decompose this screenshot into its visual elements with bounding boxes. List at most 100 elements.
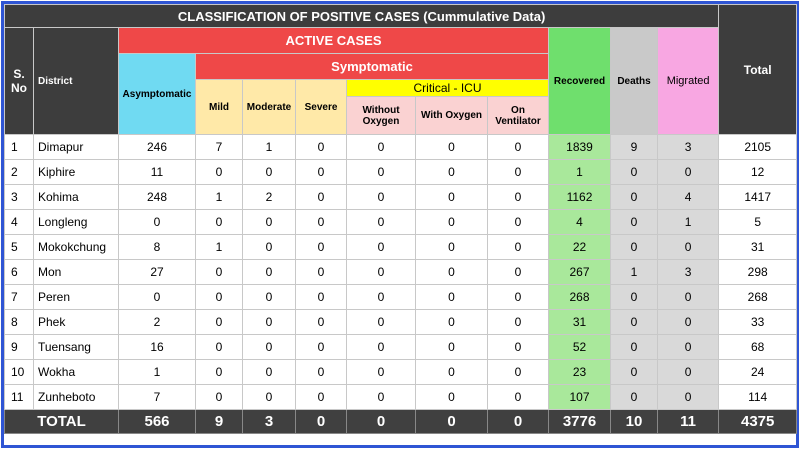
header: Total [718,4,798,135]
cell: 0 [295,259,347,285]
cell: 0 [610,334,658,360]
cell: 0 [242,234,296,260]
cell: 0 [415,334,488,360]
cell: 0 [610,159,658,185]
cell: 9 [4,334,34,360]
cell: 0 [295,284,347,310]
cell: 0 [487,309,549,335]
row: 3 Kohima 248 1 2 0 0 0 0 1162 0 4 1417 [4,184,798,210]
cell: 3 [656,134,720,160]
cell: 0 [656,384,720,410]
cell: Wokha [33,359,119,385]
cell: 2 [118,309,196,335]
cell: 0 [242,384,296,410]
cell: 0 [487,134,549,160]
total-row: TOTAL 566 9 3 0 0 0 0 3776 10 11 4375 [4,409,798,434]
cell: 0 [415,284,488,310]
cell: 16 [118,334,196,360]
cell: 0 [656,359,720,385]
cell: 0 [195,309,243,335]
cell: Tuensang [33,334,119,360]
row: 6 Mon 27 0 0 0 0 0 0 267 1 3 298 [4,259,798,285]
cell: 22 [548,234,611,260]
cell: 114 [718,384,798,410]
cell: 1417 [718,184,798,210]
cell: 0 [118,209,196,235]
cell: 246 [118,134,196,160]
cell: 0 [242,209,296,235]
cell: 248 [118,184,196,210]
header: District [33,27,119,135]
cell: Longleng [33,209,119,235]
cell: 0 [295,309,347,335]
cell: 0 [487,359,549,385]
cell: 1 [195,184,243,210]
cell: 0 [610,209,658,235]
cell: 0 [487,334,549,360]
header: Without Oxygen [346,96,416,135]
header: Mild [195,79,243,135]
cell: 31 [548,309,611,335]
total-cell: 0 [295,409,347,434]
header: With Oxygen [415,96,488,135]
cell: Kohima [33,184,119,210]
cell: 31 [718,234,798,260]
cell: 0 [487,209,549,235]
cell: 0 [346,384,416,410]
cell: 1 [656,209,720,235]
cell: 0 [242,284,296,310]
cell: 0 [487,234,549,260]
cell: 0 [295,159,347,185]
cell: 2 [242,184,296,210]
cell: 1162 [548,184,611,210]
cell: 107 [548,384,611,410]
cell: 0 [610,384,658,410]
cell: 0 [610,284,658,310]
cell: 1 [610,259,658,285]
cell: 0 [415,159,488,185]
row: 5 Mokokchung 8 1 0 0 0 0 0 22 0 0 31 [4,234,798,260]
cell: 0 [346,159,416,185]
cell: 0 [346,359,416,385]
cell: 0 [295,334,347,360]
cell: 24 [718,359,798,385]
cell: 0 [656,159,720,185]
total-cell: 11 [656,409,720,434]
cell: 12 [718,159,798,185]
cell: 1 [4,134,34,160]
header: Migrated [656,27,720,135]
cell: 0 [242,334,296,360]
cell: 0 [487,284,549,310]
header: Deaths [610,27,658,135]
cell: 23 [548,359,611,385]
cell: 0 [610,184,658,210]
cell: 0 [195,334,243,360]
cell: 0 [295,234,347,260]
total-cell: 0 [346,409,416,434]
cell: 7 [4,284,34,310]
cell: 6 [4,259,34,285]
cell: 11 [4,384,34,410]
header: Severe [295,79,347,135]
cell: 0 [346,284,416,310]
cell: 1 [548,159,611,185]
header: S. No [4,27,34,135]
cell: 0 [415,309,488,335]
total-cell: 4375 [718,409,798,434]
cell: 0 [295,184,347,210]
total-cell: 3776 [548,409,611,434]
row: 7 Peren 0 0 0 0 0 0 0 268 0 0 268 [4,284,798,310]
cell: 0 [415,234,488,260]
cell: 3 [656,259,720,285]
cell: 0 [195,159,243,185]
cell: 33 [718,309,798,335]
total-cell: 0 [415,409,488,434]
cell: 0 [415,359,488,385]
cell: 0 [242,309,296,335]
header: On Ventilator [487,96,549,135]
cell: 0 [656,309,720,335]
cell: 0 [242,159,296,185]
cell: 0 [415,209,488,235]
cell: 0 [487,259,549,285]
total-cell: 3 [242,409,296,434]
